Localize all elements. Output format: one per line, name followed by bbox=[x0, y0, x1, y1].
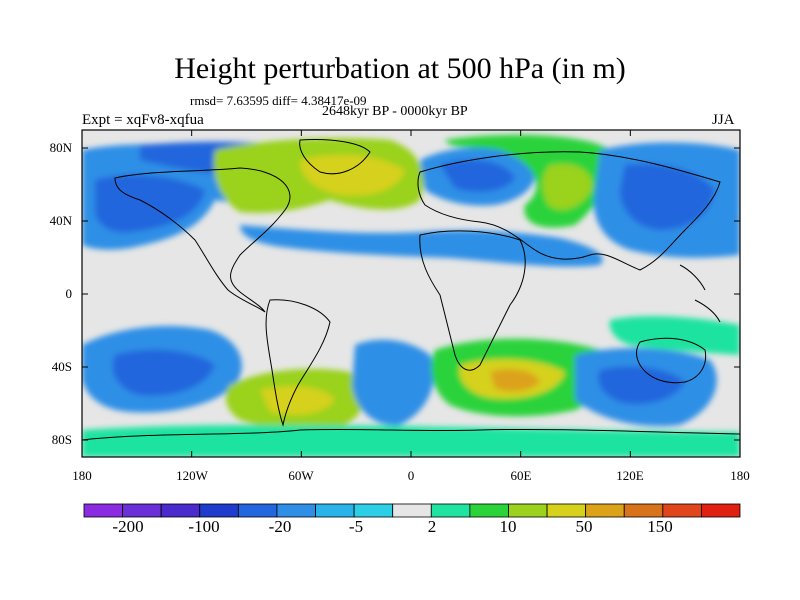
colorbar-box bbox=[392, 503, 432, 518]
coast-australia bbox=[636, 337, 707, 384]
x-tick-label: 60W bbox=[288, 468, 314, 483]
colorbar-box bbox=[199, 503, 239, 518]
field-pos-indian-ocean-max bbox=[490, 369, 540, 392]
field-pos-south-pacific bbox=[609, 316, 740, 355]
coast-africa bbox=[419, 230, 526, 371]
x-tick-label: 180 bbox=[72, 468, 92, 483]
x-tick-label: 60E bbox=[510, 468, 532, 483]
x-tick-label: 180 bbox=[730, 468, 750, 483]
y-tick-label: 40N bbox=[49, 213, 72, 228]
field-neg-subtropical-north bbox=[240, 225, 603, 267]
colorbar-box bbox=[276, 503, 316, 518]
colorbar-box bbox=[430, 503, 471, 518]
page-title: Height perturbation at 500 hPa (in m) bbox=[174, 52, 626, 85]
coastlines bbox=[82, 139, 740, 441]
colorbar bbox=[83, 503, 741, 518]
colorbar-label: -200 bbox=[112, 517, 144, 536]
colorbar-label: -100 bbox=[188, 517, 220, 536]
y-tick-label: 80S bbox=[51, 432, 72, 447]
coast-asia-islands bbox=[679, 264, 721, 323]
axis-ticks bbox=[81, 130, 741, 457]
coast-antarctica bbox=[82, 428, 740, 441]
coast-south-america bbox=[265, 299, 331, 427]
field-neg-south-atlantic bbox=[352, 339, 434, 426]
colorbar-box bbox=[353, 503, 394, 518]
stats-label: rmsd= 7.63595 diff= 4.38417e-09 bbox=[190, 93, 367, 108]
colorbar-label: -20 bbox=[268, 517, 292, 536]
colorbar-box bbox=[469, 503, 509, 518]
colorbar-label: -5 bbox=[348, 517, 364, 536]
experiment-label: Expt = xqFv8-xqfua bbox=[82, 112, 204, 128]
colorbar-box bbox=[237, 503, 278, 518]
coast-eurasia bbox=[417, 151, 721, 271]
colorbar-box bbox=[662, 503, 702, 518]
colorbar-label: 2 bbox=[427, 517, 437, 536]
colorbar-box bbox=[701, 503, 741, 518]
field-neg-south-indian-core bbox=[598, 366, 685, 404]
coast-north-america bbox=[114, 167, 291, 313]
colorbar-box bbox=[315, 503, 355, 518]
field-neg-north-pacific-core bbox=[620, 163, 715, 230]
colorbar-box bbox=[508, 503, 548, 518]
x-tick-label: 120E bbox=[616, 468, 644, 483]
height-field bbox=[82, 134, 740, 457]
field-pos-eurasia-core bbox=[542, 163, 593, 210]
coast-greenland bbox=[299, 139, 371, 175]
colorbar-label: 10 bbox=[499, 517, 517, 536]
colorbar-label: 50 bbox=[575, 517, 593, 536]
y-tick-label: 80N bbox=[49, 140, 72, 155]
colorbar-box bbox=[122, 503, 162, 518]
season-label: JJA bbox=[712, 112, 735, 128]
x-tick-label: 0 bbox=[407, 468, 415, 483]
x-tick-label: 120W bbox=[176, 468, 208, 483]
period-label: 2648kyr BP - 0000kyr BP bbox=[322, 104, 468, 119]
field-neg-south-pacific-core bbox=[112, 349, 215, 396]
field-neg-eurasia-core bbox=[440, 159, 515, 192]
field-pos-north-atlantic-core bbox=[300, 154, 405, 196]
y-tick-label: 0 bbox=[65, 286, 73, 301]
colorbar-label: 150 bbox=[647, 517, 673, 536]
colorbar-box bbox=[585, 503, 625, 518]
colorbar-box bbox=[546, 503, 587, 518]
colorbar-box bbox=[83, 503, 123, 518]
y-tick-label: 40S bbox=[51, 359, 72, 374]
colorbar-box bbox=[160, 503, 201, 518]
field-neg-north-west-core bbox=[95, 174, 205, 233]
colorbar-box bbox=[623, 503, 664, 518]
